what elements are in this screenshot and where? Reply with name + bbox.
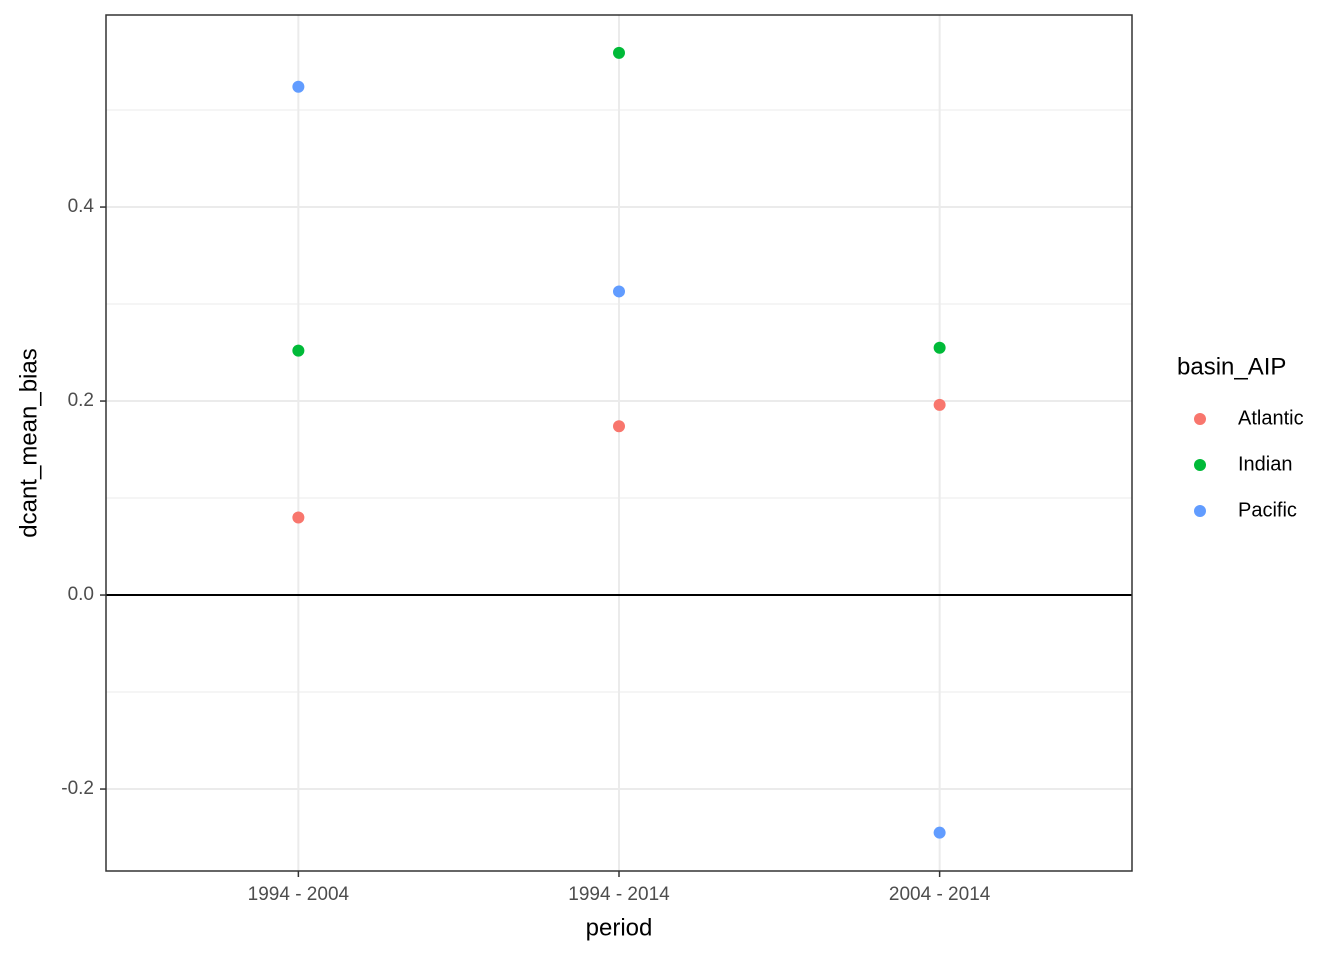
- legend-label: Indian: [1238, 453, 1293, 475]
- legend-key: [1194, 505, 1206, 517]
- point: [292, 344, 305, 357]
- x-axis-title: period: [586, 914, 653, 941]
- legend-key: [1194, 459, 1206, 471]
- legend-label: Atlantic: [1238, 407, 1304, 429]
- point: [613, 46, 625, 59]
- point: [613, 420, 625, 433]
- point: [933, 826, 946, 839]
- point: [933, 398, 946, 411]
- legend-title: basin_AIP: [1177, 353, 1286, 380]
- point: [933, 341, 946, 354]
- point: [613, 285, 625, 298]
- x-tick-label: 1994 - 2014: [568, 884, 670, 905]
- y-tick-label: 0.2: [68, 390, 94, 411]
- y-axis-title: dcant_mean_bias: [15, 348, 42, 537]
- y-tick-label: 0.4: [68, 196, 95, 217]
- legend-label: Pacific: [1238, 499, 1297, 521]
- panel-border: [105, 14, 1133, 872]
- y-tick-label: 0.0: [68, 584, 94, 605]
- point: [292, 511, 305, 524]
- x-tick-label: 2004 - 2014: [889, 884, 991, 905]
- point: [292, 80, 305, 93]
- y-tick-label: -0.2: [61, 778, 94, 799]
- x-tick-label: 1994 - 2004: [248, 884, 350, 905]
- legend-key: [1194, 413, 1206, 425]
